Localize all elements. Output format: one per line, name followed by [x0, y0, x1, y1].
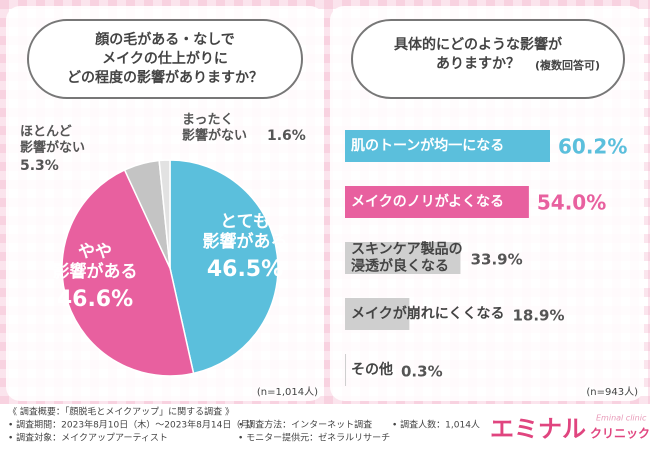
slice-label: ほとんど	[20, 125, 72, 140]
slice-label: 影響がない	[182, 128, 247, 144]
footer-band	[0, 404, 650, 450]
slice-value: 46.6%	[57, 287, 133, 312]
slice-value: 1.6%	[267, 128, 306, 144]
bar	[345, 130, 550, 162]
slice-label: 影響がある	[203, 231, 288, 252]
slice-label: とても	[220, 212, 270, 232]
question-subtitle: (複数回答可)	[535, 58, 600, 72]
slice-label: やや	[78, 242, 112, 262]
bar-label: メイクが崩れにくくなる	[351, 305, 504, 322]
footer-item: • 調査人数：1,014人	[392, 419, 480, 431]
sample-size: (n=943人)	[586, 386, 638, 398]
bar-value: 0.3%	[401, 363, 443, 381]
bar-value: 54.0%	[537, 191, 606, 215]
footer-item: • 調査方法：インターネット調査	[238, 419, 372, 431]
bar	[345, 354, 347, 386]
bar-value: 18.9%	[512, 307, 564, 325]
question-bubble	[351, 19, 625, 99]
footer-heading: 《 調査概要：「顔脱毛とメイクアップ」に関する調査 》	[8, 406, 234, 418]
logo-en: Eminal clinic	[596, 414, 647, 423]
logo-sub: クリニック	[590, 427, 650, 441]
logo-name: エミナル	[490, 415, 586, 443]
footer-item: • 調査対象：メイクアップアーティスト	[8, 432, 168, 444]
question-bubble	[27, 19, 303, 99]
bar-value: 60.2%	[558, 135, 627, 159]
bar-label: スキンケア製品の	[351, 241, 463, 258]
sample-size: (n=1,014人)	[257, 386, 318, 398]
footer-item: • 調査期間：2023年8月10日（木）〜2023年8月14日（月）	[8, 419, 258, 431]
bar	[345, 298, 410, 330]
slice-label: まったく	[182, 113, 233, 128]
slice-label: 影響がある	[53, 261, 138, 282]
pie-slice	[158, 159, 171, 269]
bar-label: 肌のトーンが均一になる	[351, 137, 504, 154]
bar-label: メイクのノリがよくなる	[351, 193, 504, 210]
bar-label: その他	[351, 361, 393, 378]
bar	[345, 186, 529, 218]
bar	[345, 242, 461, 274]
slice-label: 影響がない	[20, 140, 85, 156]
slice-value: 46.5%	[207, 257, 283, 282]
pie-slice	[169, 159, 279, 375]
question-text: どの程度の影響がありますか？	[67, 69, 263, 86]
question-text: ありますか？	[436, 56, 520, 72]
bar-value: 33.9%	[471, 251, 523, 269]
content: 顔の毛がある・なしでメイクの仕上がりにどの程度の影響がありますか？とても影響があ…	[8, 31, 650, 444]
footer-item: • モニター提供元：ゼネラルリサーチ	[238, 432, 390, 444]
question-text: 顔の毛がある・なしで	[94, 31, 235, 48]
bar-label: 浸透が良くなる	[351, 258, 449, 275]
pie-slice	[61, 168, 195, 377]
question-text: 具体的にどのような影響が	[393, 36, 563, 53]
slice-value: 5.3%	[20, 158, 59, 174]
question-text: メイクの仕上がりに	[102, 50, 228, 67]
